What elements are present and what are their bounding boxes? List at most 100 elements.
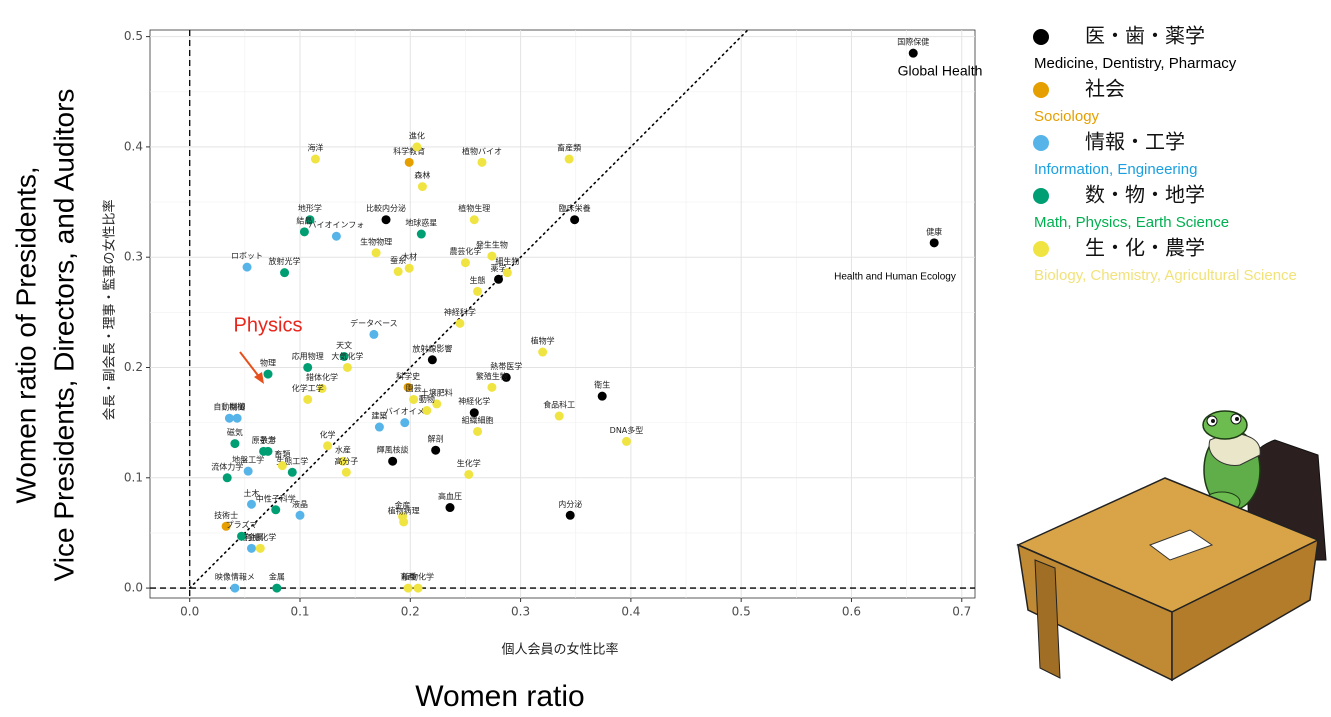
legend-label-en: Sociology <box>1034 108 1100 125</box>
point-label: 植物バイオ <box>462 146 502 156</box>
annotation: Global Health <box>898 63 983 79</box>
legend-label-en: Biology, Chemistry, Agricultural Science <box>1034 267 1297 284</box>
point <box>394 267 403 276</box>
point <box>372 248 381 257</box>
point <box>230 584 239 593</box>
annotation: Physics <box>234 314 303 336</box>
point <box>342 468 351 477</box>
point <box>388 457 397 466</box>
point-label: 技術士 <box>214 510 238 520</box>
point-label: 植物化学 <box>402 572 434 582</box>
point <box>272 584 281 593</box>
point-label: 磁気 <box>227 427 243 437</box>
point <box>503 268 512 277</box>
x-axis-title: 個人会員の女性比率 <box>501 642 618 658</box>
point-label: 海洋 <box>307 143 323 153</box>
point-label: 神経化学 <box>458 396 490 406</box>
x-tick-label: 0.0 <box>180 605 199 619</box>
point <box>909 49 918 58</box>
point <box>538 348 547 357</box>
legend-label: 社会 <box>1085 77 1125 101</box>
point-label: 衛生 <box>594 380 610 390</box>
point-label: 機械 <box>229 402 245 412</box>
point <box>417 230 426 239</box>
point-label: バイオイメ <box>385 407 425 416</box>
point-label: バイオインフォ <box>309 221 365 230</box>
point <box>256 544 265 553</box>
point <box>278 461 287 470</box>
y-tick-label: 0.1 <box>124 470 143 484</box>
legend-label: 情報・工学 <box>1085 130 1185 154</box>
legend-label-en: Math, Physics, Earth Science <box>1034 214 1229 231</box>
point <box>455 319 464 328</box>
point <box>271 505 280 514</box>
point <box>487 383 496 392</box>
point-label: データベース <box>350 318 398 328</box>
point-label: 発生生物 <box>476 240 508 250</box>
point <box>288 468 297 477</box>
point-label: 地球惑星 <box>405 218 437 228</box>
point <box>477 158 486 167</box>
point-label: 水産 <box>335 445 351 455</box>
point-label: 映像情報メ <box>215 572 255 582</box>
x-tick-label: 0.1 <box>290 605 309 619</box>
point <box>565 155 574 164</box>
x-tick-label: 0.6 <box>842 605 861 619</box>
point-label: 園芸 <box>406 383 422 393</box>
point-label: 中性子科学 <box>256 493 296 503</box>
point-label: 化学工学 <box>292 383 324 393</box>
point <box>555 412 564 421</box>
legend-label: 医・歯・薬学 <box>1085 24 1205 48</box>
point-label: 有機化学 <box>244 532 276 542</box>
x-tick-label: 0.2 <box>401 605 420 619</box>
point-label: 組織細胞 <box>462 415 494 425</box>
legend-swatch <box>1033 82 1049 98</box>
point <box>280 268 289 277</box>
point-label: 科学史 <box>396 371 420 381</box>
point-label: 高分子 <box>334 456 358 466</box>
legend: 医・歯・薬学Medicine, Dentistry, Pharmacy社会Soc… <box>1033 24 1297 284</box>
point <box>446 503 455 512</box>
x-axis-title-en: Women ratio <box>415 680 585 713</box>
point-label: 国際保健 <box>897 37 929 47</box>
point-label: 解剖 <box>428 434 444 444</box>
point-label: 放射光学 <box>269 256 301 266</box>
point <box>243 263 252 272</box>
point-label: 植物学 <box>531 336 555 346</box>
point-label: 繁殖生物 <box>476 371 508 381</box>
point-label: 輝風核談 <box>377 445 409 455</box>
point <box>303 363 312 372</box>
point <box>405 158 414 167</box>
point <box>247 544 256 553</box>
point-label: 動物 <box>419 394 435 404</box>
point-label: プラズマ <box>226 520 258 530</box>
point-label: 比較内分泌 <box>366 203 406 213</box>
point <box>412 142 421 151</box>
point-label: 畜産類 <box>557 143 581 153</box>
legend-label-en: Information, Engineering <box>1034 161 1197 178</box>
point <box>405 264 414 273</box>
point-label: 内分泌 <box>558 499 582 509</box>
point-label: 錯体化学 <box>306 372 338 382</box>
point-label: 熱帯医学 <box>490 361 522 371</box>
point-label: 森林 <box>414 170 430 180</box>
legend-swatch <box>1033 29 1049 45</box>
legend-swatch <box>1033 241 1049 257</box>
point <box>247 500 256 509</box>
legend-label: 数・物・地学 <box>1085 183 1205 207</box>
x-tick-label: 0.4 <box>621 605 640 619</box>
page: {"chart_data": { "type": "scatter", "x_l… <box>0 0 1331 713</box>
point-label: 金属 <box>269 572 285 582</box>
point-label: 生態 <box>470 275 486 285</box>
y-axis-title-en: Vice Presidents, Directors, and Auditors <box>48 89 79 582</box>
point <box>494 275 503 284</box>
point-label: 地形学 <box>298 203 322 213</box>
point <box>311 155 320 164</box>
point-label: DNA多型 <box>610 425 644 435</box>
point <box>404 584 413 593</box>
point <box>414 584 423 593</box>
point <box>570 215 579 224</box>
y-tick-label: 0.5 <box>124 29 143 43</box>
legend-label: 生・化・農学 <box>1085 236 1205 260</box>
y-tick-label: 0.3 <box>124 250 143 264</box>
